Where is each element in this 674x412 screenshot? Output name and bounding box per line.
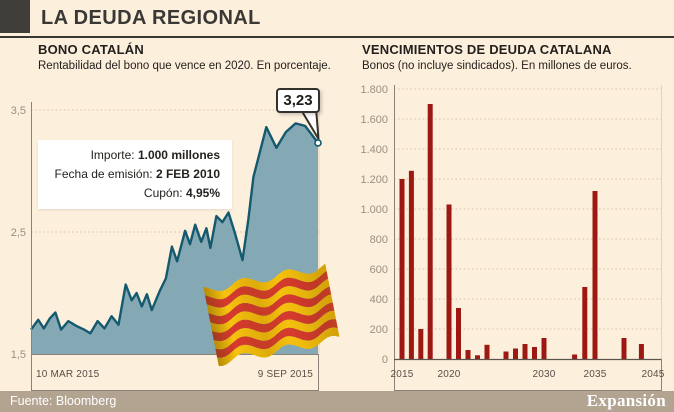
bar-2026 (503, 351, 509, 359)
callout-value: 3,23 (283, 92, 313, 109)
title-square (0, 0, 30, 33)
y-tick-label: 3,5 (11, 105, 26, 117)
detail-label: Cupón: (143, 186, 183, 200)
source-label: Fuente: Bloomberg (10, 394, 117, 408)
footer: Fuente: Bloomberg Expansión (0, 391, 674, 412)
bond-yield-panel-header: BONO CATALÁN Rentabilidad del bono que v… (38, 42, 331, 72)
x-tick-label: 2035 (583, 369, 606, 380)
bond-detail-row: Cupón: 4,95% (48, 184, 220, 203)
bar-2018 (427, 104, 433, 359)
bar-2028 (522, 344, 528, 359)
y-tick-label: 1.400 (360, 144, 388, 156)
brand-logo: Expansión (586, 391, 666, 410)
yield-line (30, 122, 319, 335)
x-tick-label: 2020 (437, 369, 460, 380)
bond-detail-row: Importe: 1.000 millones (48, 146, 220, 165)
right-chart-title: VENCIMIENTOS DE DEUDA CATALANA (362, 42, 612, 57)
bar-2034 (582, 287, 588, 359)
bar-2033 (572, 354, 578, 359)
bar-2023 (475, 355, 480, 360)
bar-2021 (456, 308, 461, 359)
detail-label: Fecha de emisión: (54, 167, 153, 181)
y-tick-label: 1.200 (360, 174, 388, 186)
detail-value: 2 FEB 2010 (155, 167, 220, 181)
left-chart-subtitle: Rentabilidad del bono que vence en 2020.… (38, 60, 331, 72)
bond-details-box: Importe: 1.000 millones Fecha de emisión… (38, 140, 232, 209)
detail-label: Importe: (90, 148, 135, 162)
bar-2043 (638, 344, 644, 359)
title-rule (0, 36, 674, 38)
y-tick-label: 1.600 (360, 114, 388, 126)
detail-value: 4,95% (185, 186, 220, 200)
bar-2040 (621, 338, 627, 359)
y-tick-label: 1.800 (360, 84, 388, 96)
right-chart-subtitle: Bonos (no incluye sindicados). En millon… (362, 60, 632, 72)
page-title: LA DEUDA REGIONAL (41, 7, 261, 29)
bar-2017 (418, 329, 424, 359)
x-tick-label: 2015 (390, 369, 413, 380)
bar-2015 (399, 179, 405, 359)
y-tick-label: 600 (370, 264, 388, 276)
y-tick-label: 1,5 (11, 349, 26, 361)
y-tick-label: 1.000 (360, 204, 388, 216)
maturities-panel-header: VENCIMIENTOS DE DEUDA CATALANA Bonos (no… (362, 42, 632, 72)
bar-2027 (513, 348, 518, 359)
x-tick-label: 2045 (641, 369, 664, 380)
y-tick-label: 200 (370, 324, 388, 336)
bar-2020 (446, 204, 452, 359)
bar-2030 (541, 338, 547, 359)
y-tick-label: 0 (382, 354, 388, 366)
left-chart-title: BONO CATALÁN (38, 42, 144, 57)
maturity-bars (399, 104, 644, 360)
y-tick-label: 2,5 (11, 227, 26, 239)
bond-detail-row: Fecha de emisión: 2 FEB 2010 (48, 165, 220, 184)
bar-2016 (408, 170, 414, 360)
catalan-flag-icon (203, 263, 340, 367)
bar-2022 (465, 350, 471, 359)
end-point-marker (314, 139, 322, 147)
value-callout: 3,23 (276, 88, 320, 113)
x-start-date-label: 10 MAR 2015 (36, 369, 100, 380)
y-tick-label: 800 (370, 234, 388, 246)
y-tick-label: 400 (370, 294, 388, 306)
bar-2035 (592, 191, 598, 359)
flag-shading (203, 263, 340, 367)
detail-value: 1.000 millones (137, 148, 220, 162)
x-tick-label: 2030 (532, 369, 555, 380)
bar-2029 (532, 347, 537, 359)
x-end-date-label: 9 SEP 2015 (258, 369, 313, 380)
bar-2024 (484, 344, 490, 360)
